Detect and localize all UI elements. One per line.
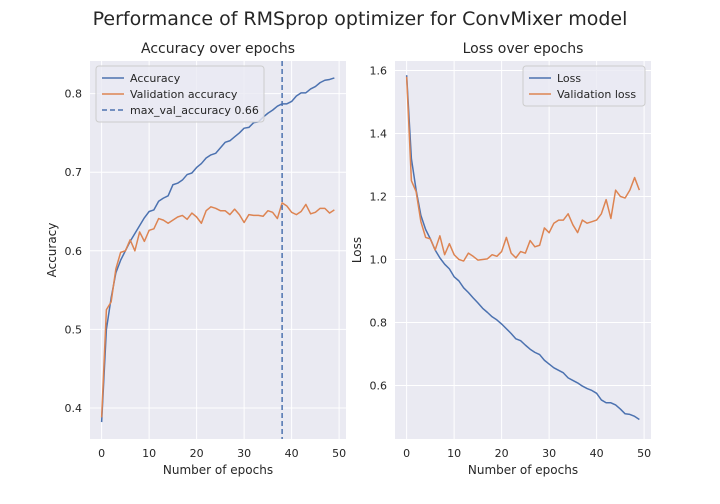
y-tick-label: 1.2 xyxy=(370,190,388,203)
x-tick-label: 50 xyxy=(332,447,346,460)
y-tick-label: 1.6 xyxy=(370,64,388,77)
figure-title: Performance of RMSprop optimizer for Con… xyxy=(93,8,628,30)
chart-title: Accuracy over epochs xyxy=(141,41,295,57)
loss-chart: 0 10 20 30 40 50 0.6 0.8 1.0 1.2 1.4 1.6 Loss over e… xyxy=(350,41,651,477)
series-line-loss xyxy=(405,75,640,421)
legend: Loss Validation loss xyxy=(522,65,646,107)
legend: Accuracy Validation accuracy max_val_accur… xyxy=(95,65,265,123)
y-tick-label: 0.4 xyxy=(65,402,83,415)
legend-box xyxy=(95,65,265,123)
y-tick-label: 1.0 xyxy=(370,253,388,266)
series-line-accuracy xyxy=(100,77,335,423)
y-tick-label: 0.7 xyxy=(65,166,83,179)
chart-title: Loss over epochs xyxy=(463,41,584,57)
y-tick-label: 0.8 xyxy=(65,88,83,101)
series-line-validation-loss xyxy=(405,76,641,262)
y-tick-label: 0.8 xyxy=(370,316,388,329)
x-tick-label: 40 xyxy=(590,447,604,460)
x-tick-label: 10 xyxy=(447,447,461,460)
x-tick-label: 50 xyxy=(637,447,651,460)
x-tick-label: 20 xyxy=(190,447,204,460)
series-line-validation-accuracy xyxy=(100,202,335,418)
y-axis-label: Loss xyxy=(350,237,364,263)
legend-label: Validation accuracy xyxy=(130,88,238,101)
legend-label: Validation loss xyxy=(557,88,636,101)
legend-label: Loss xyxy=(557,72,581,85)
legend-label: Accuracy xyxy=(130,72,181,85)
y-tick-label: 0.5 xyxy=(65,323,83,336)
x-tick-label: 30 xyxy=(542,447,556,460)
x-tick-label: 40 xyxy=(285,447,299,460)
legend-box xyxy=(522,65,646,107)
plot-area xyxy=(90,61,346,439)
legend-label: max_val_accuracy 0.66 xyxy=(130,104,259,117)
x-axis-label: Number of epochs xyxy=(163,463,273,477)
x-tick-label: 20 xyxy=(495,447,509,460)
y-tick-label: 0.6 xyxy=(370,379,388,392)
x-tick-label: 10 xyxy=(142,447,156,460)
accuracy-chart: 0 10 20 30 40 50 0.4 0.5 0.6 0.7 0.8 Accuracy over … xyxy=(45,41,346,477)
y-tick-label: 0.6 xyxy=(65,245,83,258)
x-tick-label: 30 xyxy=(237,447,251,460)
x-tick-label: 0 xyxy=(98,447,105,460)
y-axis-label: Accuracy xyxy=(45,223,59,278)
y-tick-label: 1.4 xyxy=(370,127,388,140)
x-tick-label: 0 xyxy=(403,447,410,460)
plot-area xyxy=(395,61,651,439)
x-axis-label: Number of epochs xyxy=(468,463,578,477)
